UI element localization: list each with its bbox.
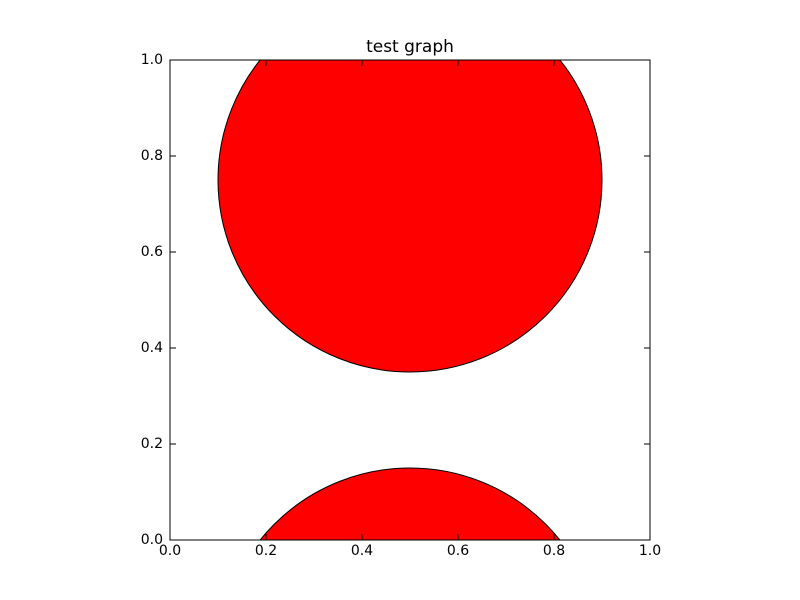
x-tick-label: 0.6 — [447, 543, 469, 559]
circle — [217, 60, 603, 373]
y-tick-label: 0.0 — [141, 532, 163, 548]
axes-frame — [169, 59, 651, 541]
chart-title: test graph — [366, 37, 454, 57]
y-tick-label: 0.8 — [141, 148, 163, 164]
plot-area — [217, 60, 603, 540]
y-tick-label: 0.6 — [141, 244, 163, 260]
y-tick-label: 0.2 — [141, 436, 163, 452]
x-tick-label: 1.0 — [639, 543, 661, 559]
x-tick-label: 0.8 — [543, 543, 565, 559]
x-tick-label: 0.2 — [255, 543, 277, 559]
x-tick-label: 0.4 — [351, 543, 373, 559]
x-tick-label: 0.0 — [159, 543, 181, 559]
y-tick-label: 1.0 — [141, 52, 163, 68]
y-tick-label: 0.4 — [141, 340, 163, 356]
circle — [259, 467, 561, 540]
